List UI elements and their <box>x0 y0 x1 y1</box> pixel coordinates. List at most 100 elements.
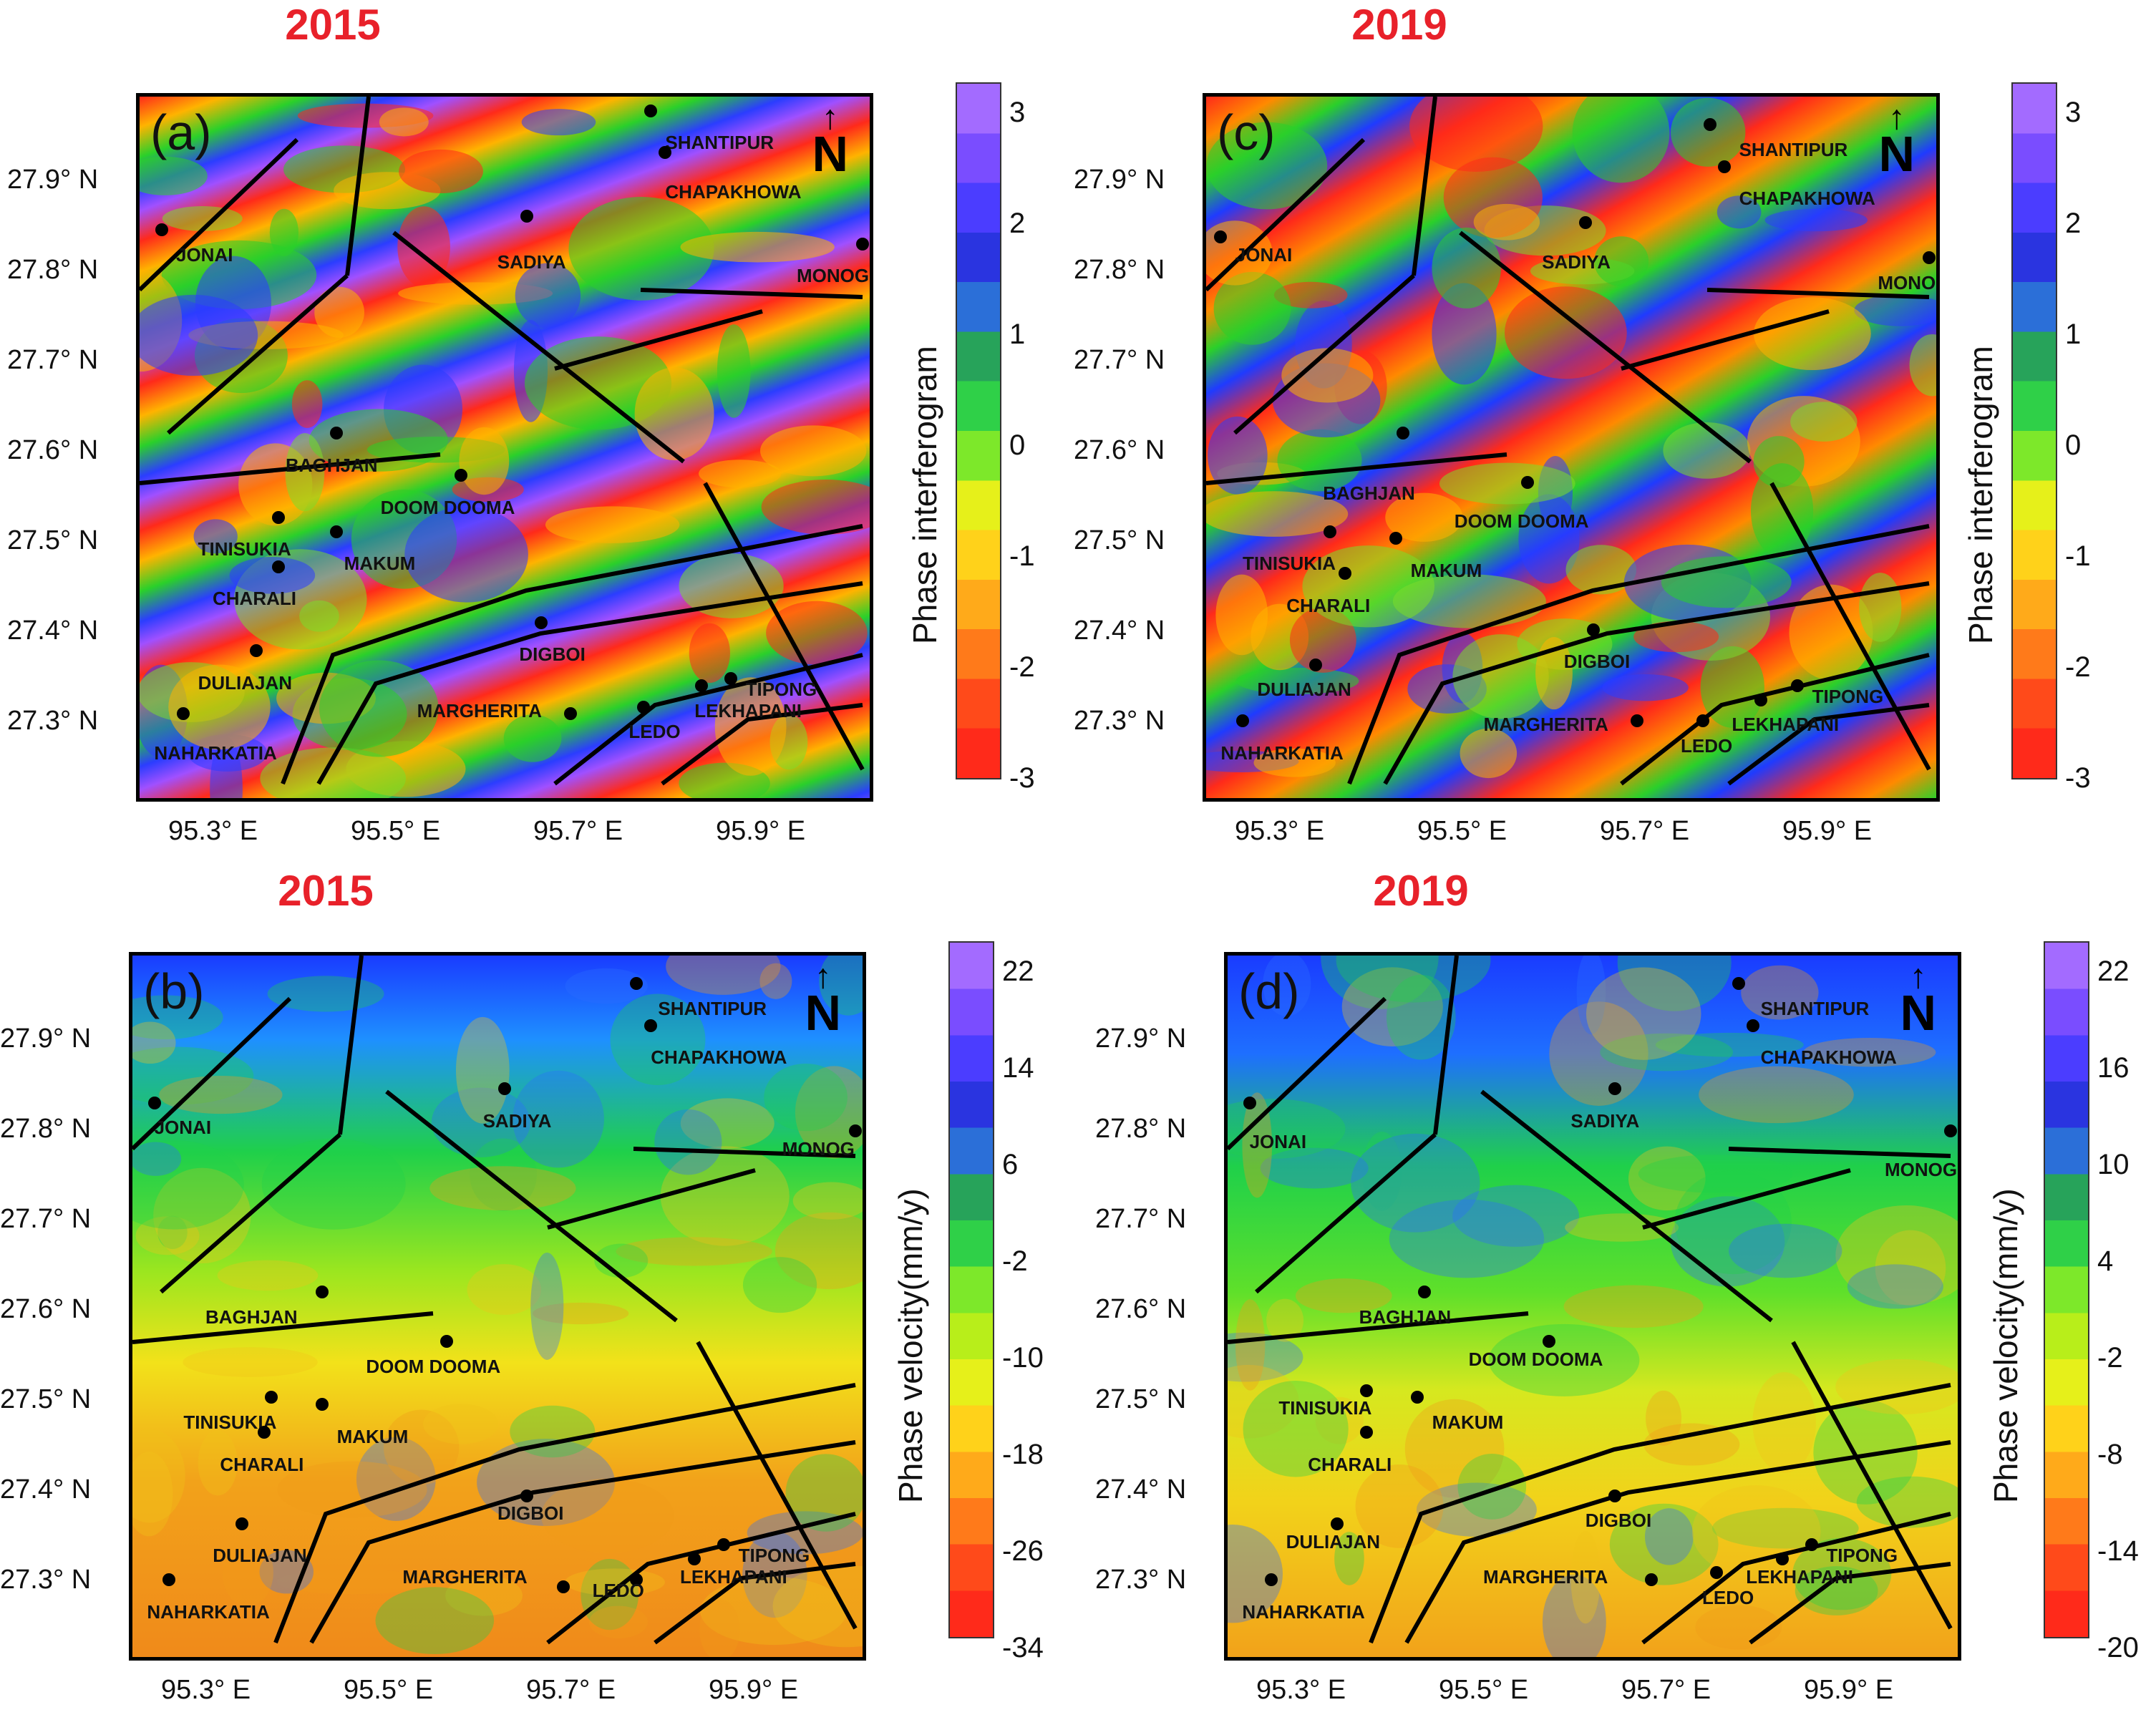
town-marker <box>440 1335 453 1348</box>
thrust-fault-line <box>309 1440 856 1644</box>
texture-blob <box>1856 1476 1958 1528</box>
colorbar-c <box>2011 82 2057 779</box>
texture-blob <box>159 1076 283 1114</box>
town-marker <box>1732 977 1745 991</box>
town-label: MAKUM <box>1432 1411 1504 1433</box>
texture-blob <box>742 1257 817 1313</box>
texture-blob <box>1643 1423 1740 1466</box>
fault-line <box>554 309 763 371</box>
lat-tick-label: 27.9° N <box>0 1024 92 1054</box>
town-marker <box>1331 1517 1344 1530</box>
map-canvas-b <box>132 956 863 1657</box>
town-label: MAKUM <box>1410 559 1482 581</box>
texture-blob <box>766 601 868 665</box>
town-marker <box>1418 1286 1432 1299</box>
texture-blob <box>183 1347 318 1377</box>
town-label: NAHARKATIA <box>1220 742 1344 764</box>
texture-blob <box>132 1429 185 1523</box>
thrust-fault-line <box>1727 703 1930 786</box>
colorbar-tick-label: -18 <box>1002 1439 1044 1470</box>
texture-blob <box>1655 1032 1804 1057</box>
texture-blob <box>1457 1453 1527 1520</box>
town-label: CHARALI <box>213 588 296 609</box>
lon-tick-label: 95.3° E <box>1256 1675 1346 1705</box>
colorbar-tick-label: 0 <box>2065 429 2082 461</box>
texture-blob <box>1549 1001 1648 1106</box>
texture-blob <box>379 107 429 137</box>
texture-blob <box>759 425 867 477</box>
colorbar-tick-label: 2 <box>2065 208 2082 239</box>
town-marker <box>454 469 467 482</box>
texture-blob <box>764 1063 848 1132</box>
town-label: TINISUKIA <box>1243 553 1336 574</box>
town-marker <box>250 644 263 658</box>
town-marker <box>1397 427 1410 440</box>
lat-tick-label: 27.6° N <box>7 435 99 465</box>
lon-tick-label: 95.7° E <box>533 816 623 846</box>
texture-blob <box>1215 574 1268 656</box>
texture-blob <box>1334 1532 1364 1585</box>
texture-blob <box>399 149 483 193</box>
texture-blob <box>423 1404 499 1444</box>
panel-year-a: 2015 <box>285 1 381 49</box>
texture-blob <box>1909 334 1936 397</box>
texture-blob <box>819 956 863 1016</box>
fault-line <box>1233 273 1415 435</box>
map-canvas-d <box>1228 956 1958 1657</box>
texture-blob <box>1789 584 1873 681</box>
colorbar-tick-label: -26 <box>1002 1535 1044 1567</box>
town-marker <box>1214 230 1228 243</box>
town-label: MARGHERITA <box>1483 1565 1608 1588</box>
texture-blob <box>132 1140 244 1230</box>
town-label: TIPONG <box>738 1545 810 1567</box>
lat-tick-label: 27.7° N <box>1095 1204 1187 1234</box>
texture-blob <box>383 1409 460 1485</box>
colorbar-tick-label: 2 <box>1009 208 1026 239</box>
texture-blob <box>759 963 792 999</box>
texture-blob <box>530 1252 564 1360</box>
texture-blob <box>1260 1147 1369 1189</box>
town-label: DOOM DOOMA <box>366 1355 501 1377</box>
fault-line <box>160 1132 341 1294</box>
lat-tick-label: 27.7° N <box>0 1204 92 1234</box>
colorbar-tick-label: -2 <box>2097 1342 2123 1374</box>
town-marker <box>688 1552 701 1565</box>
texture-blob <box>267 976 384 1012</box>
town-marker <box>659 146 672 160</box>
panel-label-c: (c) <box>1217 105 1276 160</box>
lat-tick-label: 27.4° N <box>7 616 99 646</box>
north-label: N <box>805 985 841 1041</box>
town-label: DIGBOI <box>519 643 586 666</box>
town-marker <box>177 707 190 721</box>
town-marker <box>271 511 285 524</box>
texture-blob <box>1432 283 1497 385</box>
texture-blob <box>1404 1399 1505 1498</box>
texture-blob <box>792 1182 863 1220</box>
lon-tick-label: 95.7° E <box>1621 1675 1711 1705</box>
fault-line <box>1706 288 1930 299</box>
colorbar-tick-label: -2 <box>2065 651 2091 683</box>
town-marker <box>1265 1573 1278 1587</box>
texture-blob <box>510 1405 596 1458</box>
fault-line <box>1412 97 1437 276</box>
texture-blob <box>291 380 323 428</box>
texture-blob <box>157 1215 188 1250</box>
thrust-fault-line <box>1620 653 1930 786</box>
texture-blob <box>356 1437 436 1521</box>
thrust-fault-line <box>654 1562 856 1645</box>
fault-line <box>338 956 364 1135</box>
lon-tick-label: 95.5° E <box>344 1675 434 1705</box>
fault-line <box>1480 1089 1773 1323</box>
fault-line <box>132 996 292 1151</box>
fault-line <box>703 482 865 771</box>
town-label: CHAPAKHOWA <box>1760 1046 1897 1069</box>
texture-blob <box>1228 1364 1299 1439</box>
north-label: N <box>1878 126 1915 182</box>
texture-blob <box>1228 1332 1303 1382</box>
colorbar-title: Phase interferogram <box>906 346 943 644</box>
colorbar-tick-label: -10 <box>1002 1342 1044 1374</box>
town-marker <box>695 679 709 693</box>
town-marker <box>644 1019 658 1032</box>
colorbar-a <box>956 82 1001 779</box>
lat-tick-label: 27.3° N <box>1074 706 1165 736</box>
